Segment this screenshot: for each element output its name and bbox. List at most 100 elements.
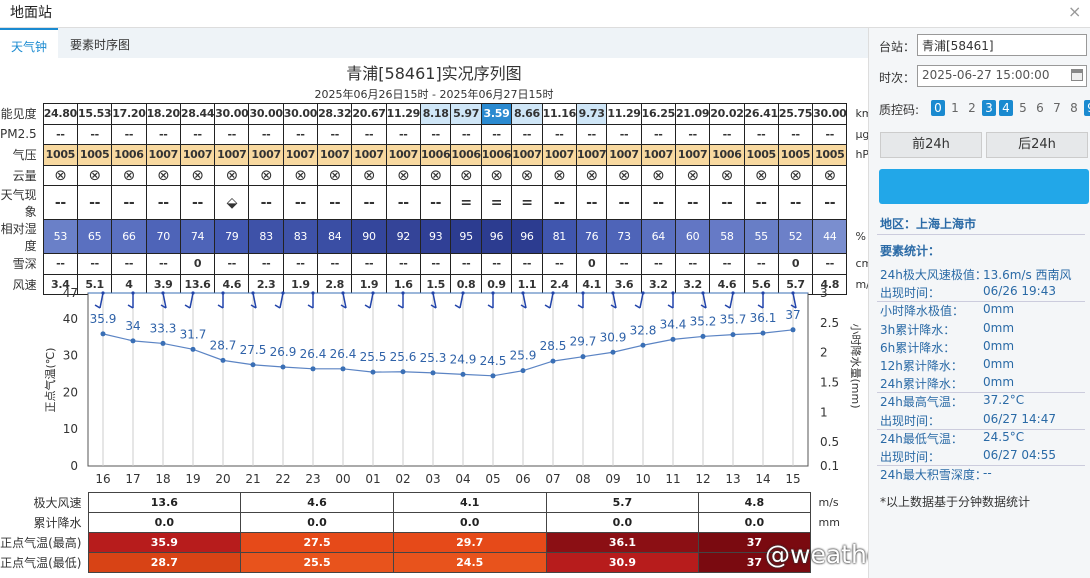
summary-label: 极大风速 — [33, 496, 82, 510]
stat-label: 24h最低气温： — [880, 431, 963, 446]
table-cell: 1007 — [575, 144, 608, 166]
table-cell: -- — [419, 185, 452, 220]
table-cell: 73 — [606, 219, 642, 254]
prev-24h-button[interactable]: 前24h — [880, 132, 982, 158]
table-cell: 11.16 — [541, 103, 577, 125]
table-cell: ⊗ — [674, 164, 711, 186]
table-cell: 1005 — [76, 144, 113, 166]
table-cell: ⊗ — [812, 164, 848, 186]
table-cell: 4.8 — [812, 273, 848, 295]
table-cell: ⊗ — [743, 164, 779, 186]
summary-label: 累计降水 — [33, 516, 82, 530]
wind-barb-icon — [279, 292, 284, 309]
qc-code-0[interactable]: 0 — [931, 100, 945, 116]
table-cell: 95 — [450, 219, 482, 254]
table-cell: 83 — [248, 219, 284, 254]
summary-cell: 5.7 — [545, 492, 700, 513]
stat-value: 0mm — [983, 338, 1015, 353]
data-point — [190, 346, 196, 352]
wind-barb-icon — [430, 304, 437, 309]
wind-barb-icon — [160, 304, 167, 309]
data-label: 28.7 — [210, 338, 237, 352]
table-cell: 1007 — [511, 144, 543, 166]
data-label: 25.9 — [510, 349, 537, 363]
data-point — [280, 364, 286, 370]
close-icon[interactable]: × — [1068, 2, 1082, 21]
y2-tick-label: 1.5 — [820, 375, 839, 389]
table-cell: = — [511, 185, 543, 220]
qc-code-1[interactable]: 1 — [951, 101, 959, 115]
data-point — [610, 349, 616, 355]
table-cell: 1007 — [640, 144, 676, 166]
data-label: 25.3 — [420, 351, 447, 365]
x-tick-label: 15 — [785, 472, 800, 486]
tab-weather-clock[interactable]: 天气钟 — [0, 28, 58, 58]
table-cell: 1006 — [450, 144, 482, 166]
stat-label: 24h最高气温： — [880, 395, 963, 410]
data-point — [640, 342, 646, 348]
table-cell: -- — [709, 185, 745, 220]
summary-cell: 29.7 — [392, 532, 547, 553]
table-cell: ⊗ — [351, 164, 387, 186]
stat-label: 出现时间： — [880, 413, 941, 428]
data-point — [160, 340, 166, 346]
y-tick-label: 10 — [63, 422, 78, 436]
wind-barb-icon — [162, 292, 167, 309]
table-cell: 20.67 — [351, 103, 387, 125]
stat-value: 0mm — [983, 375, 1015, 390]
qc-code-9[interactable]: 9 — [1084, 100, 1090, 116]
table-row: 能见度 24.80 15.53 17.20 18.20 28.44 30.00 30.00 30… — [0, 103, 888, 125]
summary-cell: 0.0 — [87, 512, 242, 533]
summary-row: 累计降水 0.0 0.0 0.0 0.0 0.0 mm — [0, 512, 860, 533]
data-label: 26.4 — [330, 347, 357, 361]
wind-barb-icon — [724, 304, 731, 309]
stat-label: 小时降水极值： — [880, 304, 965, 319]
next-24h-button[interactable]: 后24h — [986, 132, 1088, 158]
query-button[interactable] — [879, 169, 1089, 204]
qc-code-4[interactable]: 4 — [999, 100, 1013, 116]
qc-code-6[interactable]: 6 — [1036, 101, 1044, 115]
y-tick-label: 30 — [63, 349, 78, 363]
summary-cell: 0.0 — [698, 512, 811, 533]
table-cell: 64 — [640, 219, 676, 254]
stat-value: 13.6m/s 西南风 — [983, 268, 1072, 282]
x-tick-label: 18 — [155, 472, 170, 486]
stat-label: 24h累计降水： — [880, 377, 963, 392]
tab-element-series[interactable]: 要素时序图 — [70, 38, 131, 52]
table-cell: ⊗ — [450, 164, 482, 186]
y2-tick-label: 1 — [820, 405, 828, 419]
data-label: 35.7 — [720, 313, 747, 327]
x-tick-label: 11 — [665, 472, 680, 486]
wind-barb-icon — [364, 304, 371, 309]
qc-code-7[interactable]: 7 — [1053, 101, 1061, 115]
data-label: 25.6 — [390, 350, 417, 364]
data-point — [760, 330, 766, 336]
table-cell: ⊗ — [575, 164, 608, 186]
qc-code-2[interactable]: 2 — [968, 101, 976, 115]
summary-cell: 37 — [698, 552, 811, 573]
row-label: 雪深 — [12, 257, 37, 272]
table-cell: -- — [248, 185, 284, 220]
calendar-icon[interactable] — [1071, 69, 1083, 81]
table-cell: 83 — [282, 219, 319, 254]
table-cell: -- — [317, 253, 353, 275]
table-cell: -- — [179, 185, 216, 220]
station-input[interactable]: 青浦[58461] — [917, 34, 1087, 56]
y2-tick-label: 0.1 — [820, 459, 839, 473]
stat-value: 06/27 14:47 — [983, 411, 1056, 426]
table-cell: -- — [674, 253, 711, 275]
qc-code-8[interactable]: 8 — [1070, 101, 1078, 115]
qc-code-5[interactable]: 5 — [1019, 101, 1027, 115]
summary-cell: 0.0 — [545, 512, 700, 533]
qc-code-3[interactable]: 3 — [982, 100, 996, 116]
summary-cell: 13.6 — [87, 492, 242, 513]
table-cell: 0 — [179, 253, 216, 275]
wind-barb-icon — [342, 292, 347, 309]
x-tick-label: 10 — [635, 472, 650, 486]
summary-label: 正点气温(最低) — [0, 556, 82, 570]
wind-barb-icon — [487, 304, 494, 309]
table-cell: -- — [214, 123, 250, 145]
x-tick-label: 13 — [725, 472, 740, 486]
wind-barb-icon — [99, 292, 104, 309]
time-input[interactable]: 2025-06-27 15:00:00 — [917, 65, 1087, 87]
